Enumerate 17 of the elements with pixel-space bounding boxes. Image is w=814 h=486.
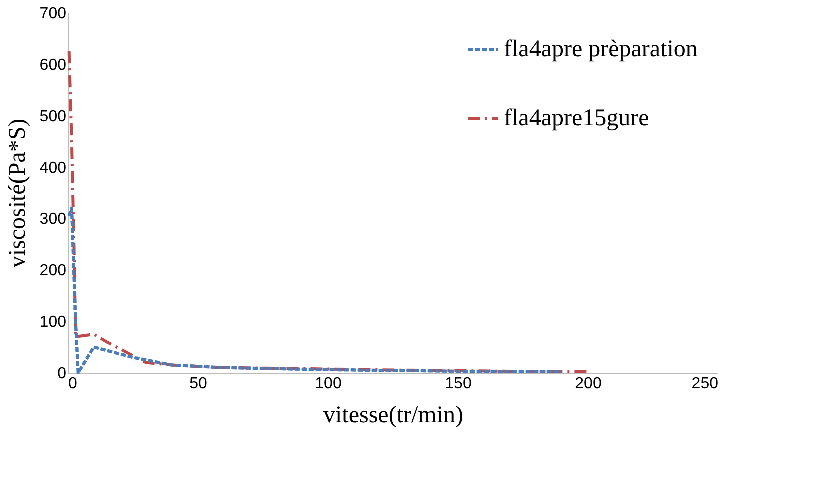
y-tick-label: 600 — [40, 56, 67, 74]
legend-label: fla4apre15gure — [504, 106, 650, 132]
x-tick-label: 150 — [445, 376, 472, 392]
y-tick-label: 200 — [40, 262, 67, 280]
x-tick-label: 200 — [575, 376, 602, 392]
x-axis-title: vitesse(tr/min) — [324, 402, 464, 428]
legend-label: fla4apre prèparation — [504, 36, 698, 62]
x-tick-label: 0 — [68, 376, 78, 392]
y-tick-label: 700 — [40, 6, 67, 22]
x-tick-label: 100 — [315, 376, 342, 392]
y-axis-title: viscosité(Pa*S) — [4, 118, 31, 268]
y-tick-label: 100 — [40, 314, 67, 332]
y-tick-label: 500 — [40, 108, 67, 126]
x-tick-label: 50 — [190, 376, 208, 392]
y-tick-label: 300 — [40, 211, 67, 228]
x-tick-label: 250 — [692, 376, 719, 392]
y-tick-label: 400 — [40, 160, 67, 177]
